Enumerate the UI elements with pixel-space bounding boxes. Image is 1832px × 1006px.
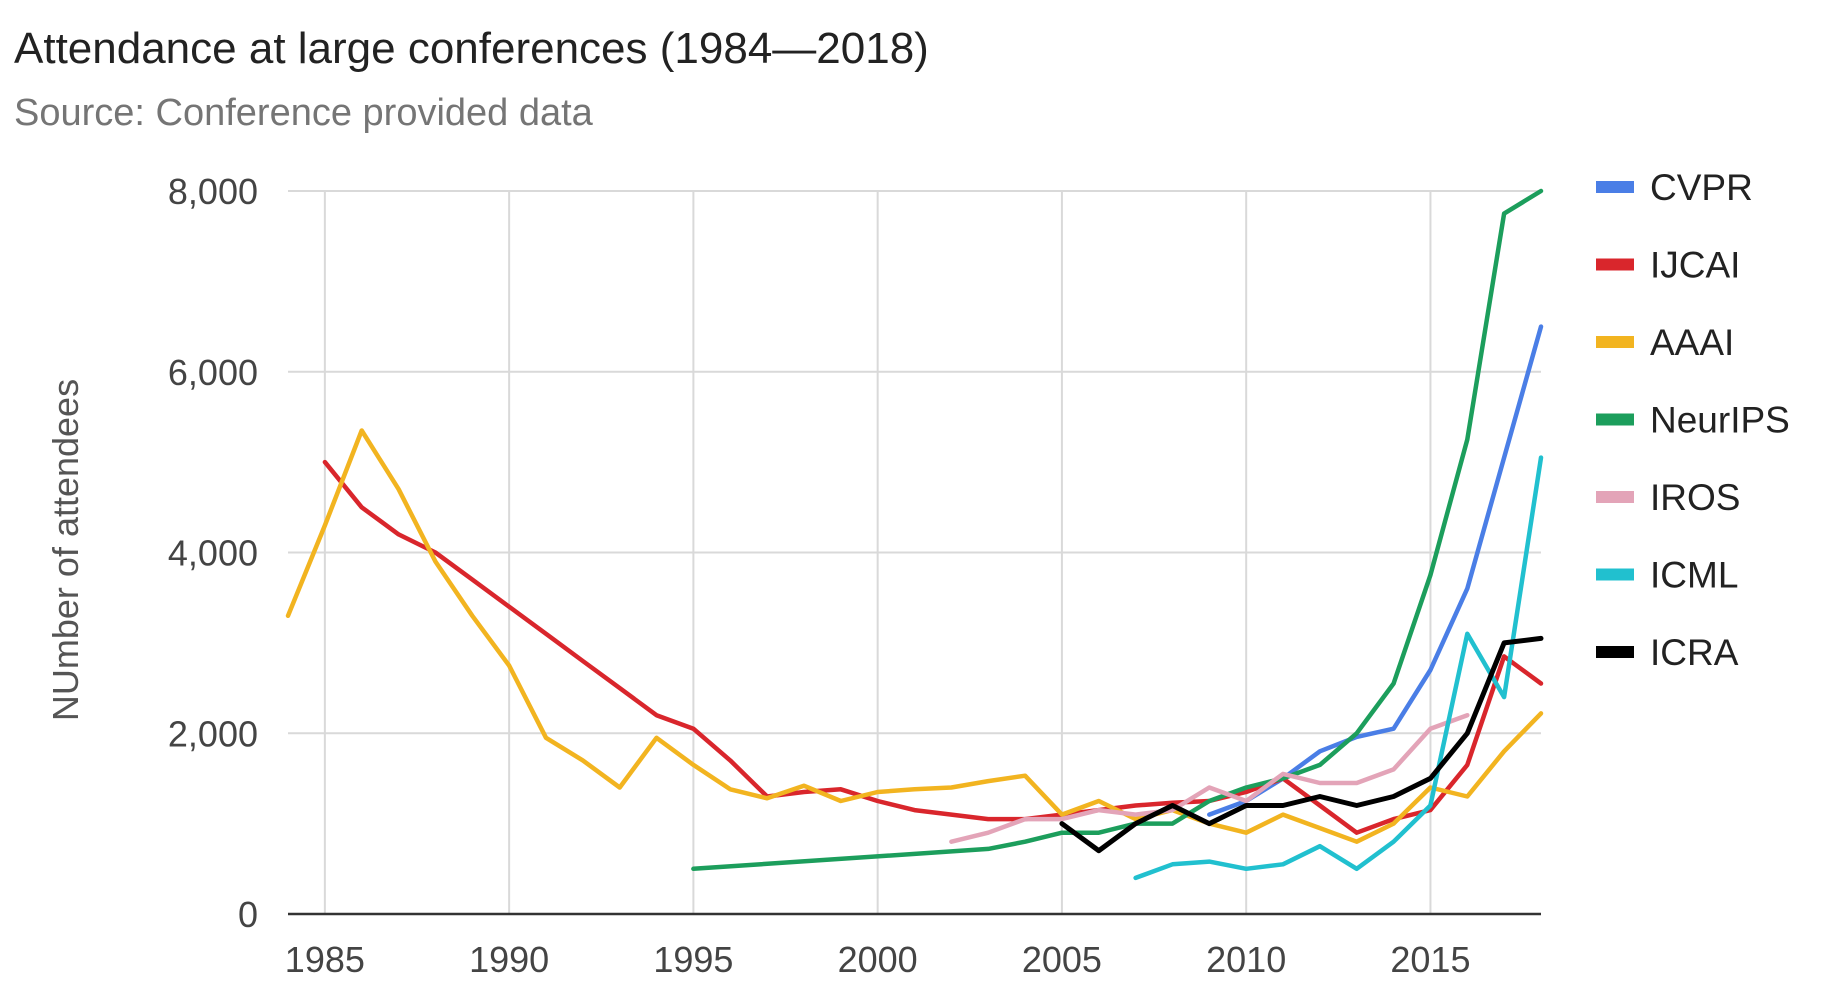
y-tick-label: 6,000 [168,352,258,393]
x-tick-label: 2000 [838,939,918,980]
legend-swatch [1596,568,1634,581]
legend-label: IROS [1650,477,1740,518]
series-line-iros [949,712,1470,844]
series-line-icra [1059,635,1544,854]
legend-label: IJCAI [1650,245,1740,286]
legend-swatch [1596,336,1634,348]
y-tick-label: 0 [238,894,258,935]
chart-title: Attendance at large conferences (1984—20… [14,24,929,73]
legend-item-cvpr[interactable]: CVPR [1596,167,1753,208]
series-line-cvpr [1207,324,1544,817]
legend-item-icml[interactable]: ICML [1596,555,1738,596]
legend-swatch [1596,491,1634,503]
series-line-aaai [285,428,1544,844]
y-axis-ticks: 0 2,000 4,000 6,000 8,000 [168,171,258,935]
x-tick-label: 1995 [653,939,733,980]
x-axis-ticks: 1985 1990 1995 2000 2005 2010 2015 [285,939,1471,980]
legend-label: ICRA [1650,632,1739,673]
series-line-neurips [691,188,1544,872]
x-tick-label: 1990 [469,939,549,980]
x-tick-label: 2010 [1206,939,1286,980]
legend-item-icra[interactable]: ICRA [1596,632,1739,673]
legend-item-aaai[interactable]: AAAI [1596,322,1734,363]
legend-swatch [1596,181,1634,193]
series-line-ijcai [322,459,1544,835]
legend-swatch [1596,646,1634,658]
legend-label: AAAI [1650,322,1734,363]
y-tick-label: 4,000 [168,533,258,574]
series-lines [285,188,1544,881]
y-axis-label: NUmber of attendees [45,379,86,721]
x-tick-label: 2015 [1390,939,1470,980]
legend-swatch [1596,413,1634,426]
series-line-icml [1133,455,1544,881]
legend-swatch [1596,258,1634,271]
legend-label: CVPR [1650,167,1753,208]
legend: CVPR IJCAI AAAI NeurIPS IROS ICML ICRA [1596,167,1790,673]
y-tick-label: 2,000 [168,713,258,754]
legend-label: NeurIPS [1650,400,1790,441]
y-tick-label: 8,000 [168,171,258,212]
legend-item-neurips[interactable]: NeurIPS [1596,400,1790,441]
x-tick-label: 1985 [285,939,365,980]
x-tick-label: 2005 [1022,939,1102,980]
legend-item-ijcai[interactable]: IJCAI [1596,245,1740,286]
legend-item-iros[interactable]: IROS [1596,477,1740,518]
legend-label: ICML [1650,555,1738,596]
chart-subtitle: Source: Conference provided data [14,92,593,134]
